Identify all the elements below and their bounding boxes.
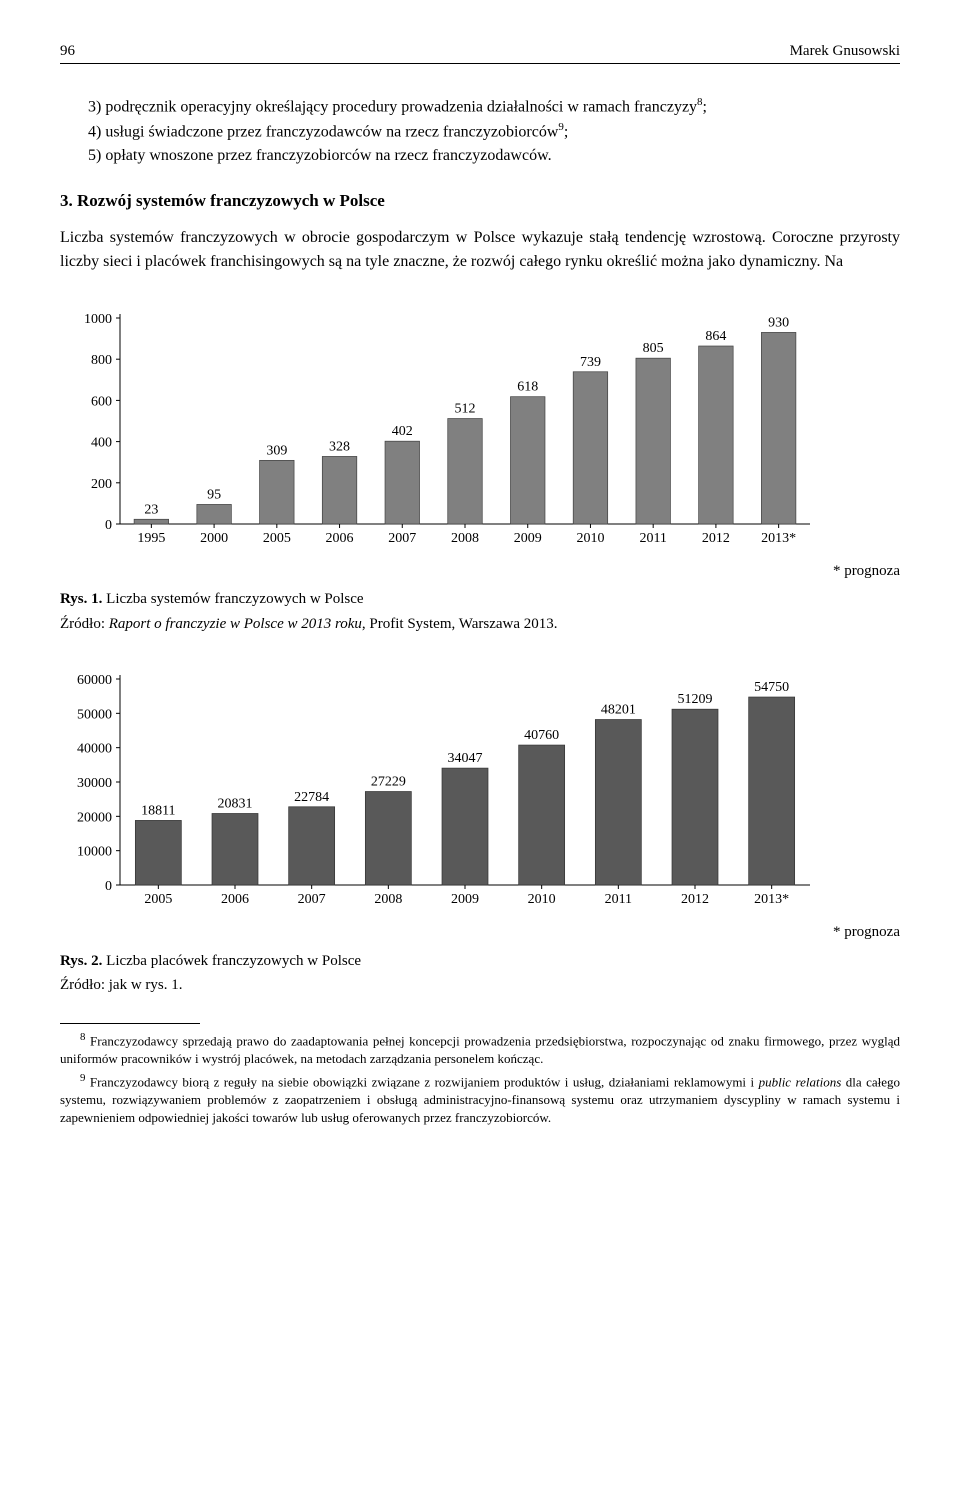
figure-2-note: * prognoza [60,921,900,944]
svg-text:48201: 48201 [601,703,636,718]
figure-1-source-italic: Raport o franczyzie w Polsce w 2013 roku [109,616,362,632]
list-item-4: 4) usługi świadczone przez franczyzodawc… [60,119,900,144]
footnote-9-italic: public relations [759,1074,842,1089]
svg-text:23: 23 [144,502,158,517]
figure-1-source-tail: , Profit System, Warszawa 2013. [362,616,558,632]
svg-text:2006: 2006 [326,531,354,546]
svg-text:2006: 2006 [221,892,249,907]
svg-text:20000: 20000 [77,810,112,825]
svg-text:2011: 2011 [639,531,666,546]
svg-text:2013*: 2013* [754,892,789,907]
svg-text:2005: 2005 [144,892,172,907]
svg-text:1995: 1995 [137,531,165,546]
footnote-8-text: Franczyzodawcy sprzedają prawo do zaadap… [60,1033,900,1066]
svg-text:2012: 2012 [702,531,730,546]
svg-text:0: 0 [105,879,112,894]
figure-2-caption-text: Liczba placówek franczyzowych w Polsce [102,953,361,969]
figure-1-note: * prognoza [60,560,900,583]
svg-text:2010: 2010 [528,892,556,907]
figure-1-caption-text: Liczba systemów franczyzowych w Polsce [102,591,363,607]
svg-text:2008: 2008 [374,892,402,907]
svg-text:40760: 40760 [524,728,559,743]
svg-text:30000: 30000 [77,776,112,791]
footnote-9: 9 Franczyzodawcy biorą z reguły na siebi… [60,1071,900,1126]
footnote-separator [60,1023,200,1024]
section-3-heading: 3. Rozwój systemów franczyzowych w Polsc… [60,188,900,214]
svg-text:328: 328 [329,439,350,454]
list-item-4-text: 4) usługi świadczone przez franczyzodawc… [88,123,558,140]
figure-1-caption: Rys. 1. Liczba systemów franczyzowych w … [60,588,900,611]
footnote-9-text-a: Franczyzodawcy biorą z reguły na siebie … [85,1074,758,1089]
footnote-8: 8 Franczyzodawcy sprzedają prawo do zaad… [60,1030,900,1067]
page-number: 96 [60,40,75,63]
list-item-3-text: 3) podręcznik operacyjny określający pro… [88,98,697,115]
figure-2-caption: Rys. 2. Liczba placówek franczyzowych w … [60,950,900,973]
svg-text:40000: 40000 [77,742,112,757]
svg-text:2013*: 2013* [761,531,796,546]
svg-text:2011: 2011 [605,892,632,907]
svg-text:600: 600 [91,394,112,409]
figure-2-caption-prefix: Rys. 2. [60,953,102,969]
list-item-5: 5) opłaty wnoszone przez franczyzobiorcó… [60,144,900,168]
svg-text:400: 400 [91,435,112,450]
list-item-3: 3) podręcznik operacyjny określający pro… [60,94,900,119]
svg-text:864: 864 [705,329,726,344]
svg-text:200: 200 [91,476,112,491]
svg-text:805: 805 [643,341,664,356]
chart-2-svg: 0 10000 20000 30000 40000 50000 60000 18811 2005… [60,655,820,915]
section-3-paragraph: Liczba systemów franczyzowych w obrocie … [60,226,900,274]
svg-text:22784: 22784 [294,790,329,805]
svg-text:18811: 18811 [141,804,175,819]
svg-text:800: 800 [91,353,112,368]
list-item-4-tail: ; [564,123,568,140]
svg-text:618: 618 [517,379,538,394]
svg-text:512: 512 [455,401,476,416]
svg-text:2010: 2010 [576,531,604,546]
figure-1-source-prefix: Źródło: [60,616,109,632]
svg-text:20831: 20831 [218,797,253,812]
figure-1-source: Źródło: Raport o franczyzie w Polsce w 2… [60,613,900,636]
author-name: Marek Gnusowski [790,40,900,63]
svg-text:0: 0 [105,518,112,533]
svg-text:2012: 2012 [681,892,709,907]
svg-text:95: 95 [207,487,221,502]
figure-2: 0 10000 20000 30000 40000 50000 60000 18811 2005… [60,655,900,915]
figure-2-source: Źródło: jak w rys. 1. [60,974,900,997]
svg-text:2009: 2009 [514,531,542,546]
svg-text:54750: 54750 [754,680,789,695]
svg-text:930: 930 [768,315,789,330]
svg-text:2009: 2009 [451,892,479,907]
svg-text:1000: 1000 [84,312,112,327]
svg-text:2007: 2007 [388,531,416,546]
svg-text:739: 739 [580,354,601,369]
list-item-3-tail: ; [703,98,707,115]
numbered-list: 3) podręcznik operacyjny określający pro… [60,94,900,169]
figure-1-caption-prefix: Rys. 1. [60,591,102,607]
svg-text:51209: 51209 [678,692,713,707]
svg-text:2005: 2005 [263,531,291,546]
svg-text:309: 309 [266,443,287,458]
figure-1: 0 200 400 600 800 1000 23 1995 95 2000 309 2005 328 2… [60,294,900,554]
svg-text:2008: 2008 [451,531,479,546]
svg-text:60000: 60000 [77,673,112,688]
running-header: 96 Marek Gnusowski [60,40,900,64]
svg-text:402: 402 [392,424,413,439]
chart-1-svg: 0 200 400 600 800 1000 23 1995 95 2000 309 2005 328 2… [60,294,820,554]
svg-text:2000: 2000 [200,531,228,546]
svg-text:50000: 50000 [77,707,112,722]
svg-text:2007: 2007 [298,892,326,907]
svg-text:27229: 27229 [371,775,406,790]
svg-text:10000: 10000 [77,845,112,860]
svg-text:34047: 34047 [448,751,483,766]
